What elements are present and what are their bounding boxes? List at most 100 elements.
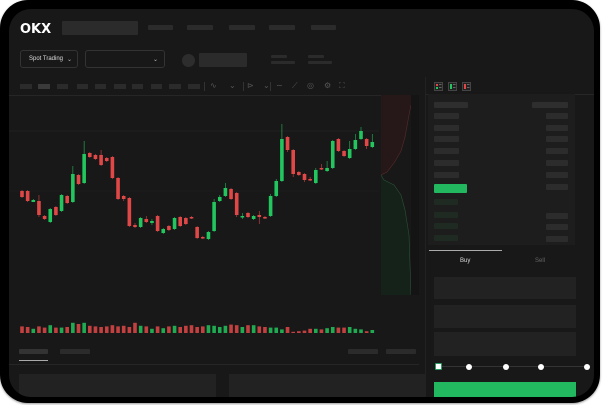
candle[interactable]: [161, 228, 166, 234]
candle[interactable]: [347, 141, 352, 159]
candle[interactable]: [184, 217, 188, 225]
candle[interactable]: [263, 216, 267, 219]
candle[interactable]: [319, 164, 324, 170]
candle[interactable]: [291, 149, 295, 177]
pair-dropdown[interactable]: ⌄: [85, 50, 165, 68]
draw-line-icon[interactable]: ∼: [276, 81, 283, 90]
candle[interactable]: [37, 195, 41, 217]
candle[interactable]: [76, 174, 81, 185]
candle[interactable]: [336, 138, 341, 152]
nav-item[interactable]: [311, 25, 336, 30]
candle[interactable]: [217, 195, 222, 202]
candle[interactable]: [178, 216, 182, 227]
candle[interactable]: [20, 190, 24, 198]
candle[interactable]: [71, 166, 75, 203]
candle[interactable]: [240, 213, 245, 219]
candle[interactable]: [167, 225, 171, 231]
timeframe-button[interactable]: [95, 84, 106, 89]
price-input[interactable]: [434, 277, 576, 299]
orderbook-both-icon[interactable]: [434, 82, 443, 91]
candle[interactable]: [195, 226, 199, 239]
candle[interactable]: [302, 173, 307, 182]
candle[interactable]: [201, 236, 205, 239]
filter-button[interactable]: [386, 349, 416, 354]
candle[interactable]: [285, 136, 290, 152]
amount-slider[interactable]: [439, 366, 589, 367]
candlestick-chart[interactable]: [9, 95, 419, 335]
fullscreen-icon[interactable]: ⛶: [339, 81, 345, 90]
tab-open-orders[interactable]: [19, 349, 48, 354]
candle[interactable]: [342, 150, 346, 157]
candle[interactable]: [144, 216, 149, 223]
candle[interactable]: [59, 194, 64, 212]
nav-item[interactable]: [187, 25, 213, 30]
buy-submit-button[interactable]: [434, 382, 576, 397]
candle[interactable]: [246, 212, 250, 218]
candle[interactable]: [297, 171, 301, 176]
candle[interactable]: [370, 134, 375, 148]
candle[interactable]: [127, 197, 132, 227]
candle[interactable]: [206, 231, 211, 240]
candle[interactable]: [364, 138, 369, 149]
candle[interactable]: [48, 208, 53, 223]
timeframe-button[interactable]: [77, 84, 88, 89]
filter-button[interactable]: [348, 349, 378, 354]
indicator-icon[interactable]: ⊳: [247, 81, 254, 90]
camera-icon[interactable]: ◎: [307, 81, 314, 90]
candle[interactable]: [212, 199, 216, 232]
timeframe-button[interactable]: [114, 84, 126, 89]
candle[interactable]: [93, 154, 98, 160]
slider-step-75[interactable]: [538, 364, 544, 370]
candle[interactable]: [308, 177, 312, 181]
candle[interactable]: [353, 134, 358, 150]
settings-icon[interactable]: ⚙: [324, 81, 332, 90]
candle[interactable]: [121, 195, 126, 201]
ruler-icon[interactable]: ⟋: [292, 81, 298, 90]
candle[interactable]: [25, 190, 30, 202]
candle[interactable]: [104, 157, 109, 162]
tab-order-history[interactable]: [60, 349, 90, 354]
slider-handle[interactable]: [435, 363, 442, 370]
timeframe-button[interactable]: [132, 84, 143, 89]
candle[interactable]: [251, 215, 256, 220]
okx-logo[interactable]: OKX: [20, 22, 52, 37]
timeframe-button[interactable]: [188, 84, 200, 89]
candle[interactable]: [150, 219, 154, 225]
candle[interactable]: [223, 183, 228, 197]
candle[interactable]: [359, 127, 363, 140]
slider-step-100[interactable]: [584, 364, 590, 370]
timeframe-button[interactable]: [20, 84, 32, 89]
total-input[interactable]: [434, 332, 576, 356]
candle[interactable]: [99, 150, 103, 166]
candle[interactable]: [82, 141, 86, 184]
candle[interactable]: [229, 188, 233, 200]
timeframe-button[interactable]: [38, 84, 50, 89]
candle[interactable]: [234, 192, 239, 217]
timeframe-button[interactable]: [151, 84, 162, 89]
slider-step-50[interactable]: [503, 364, 509, 370]
tab-sell[interactable]: Sell: [535, 258, 546, 264]
candle[interactable]: [257, 211, 262, 224]
chevron-down-icon[interactable]: ⌄: [229, 81, 236, 90]
candle[interactable]: [54, 206, 58, 216]
tab-buy[interactable]: Buy: [460, 258, 471, 264]
nav-item[interactable]: [269, 25, 295, 30]
orderbook-asks-icon[interactable]: [462, 82, 471, 91]
candle[interactable]: [65, 195, 69, 204]
candle[interactable]: [172, 217, 177, 230]
amount-input[interactable]: [434, 305, 576, 328]
candle[interactable]: [189, 216, 194, 219]
candle-type-icon[interactable]: ∿: [210, 81, 217, 90]
timeframe-button[interactable]: [57, 84, 68, 89]
candle[interactable]: [88, 152, 92, 158]
nav-item[interactable]: [148, 25, 173, 30]
orderbook-bids-icon[interactable]: [448, 82, 457, 91]
candle[interactable]: [138, 217, 143, 228]
candle[interactable]: [110, 156, 115, 179]
slider-step-25[interactable]: [466, 364, 472, 370]
candle[interactable]: [274, 179, 279, 197]
timeframe-button[interactable]: [169, 84, 181, 89]
candle[interactable]: [330, 140, 335, 169]
candle[interactable]: [280, 124, 284, 182]
candle[interactable]: [155, 215, 160, 232]
